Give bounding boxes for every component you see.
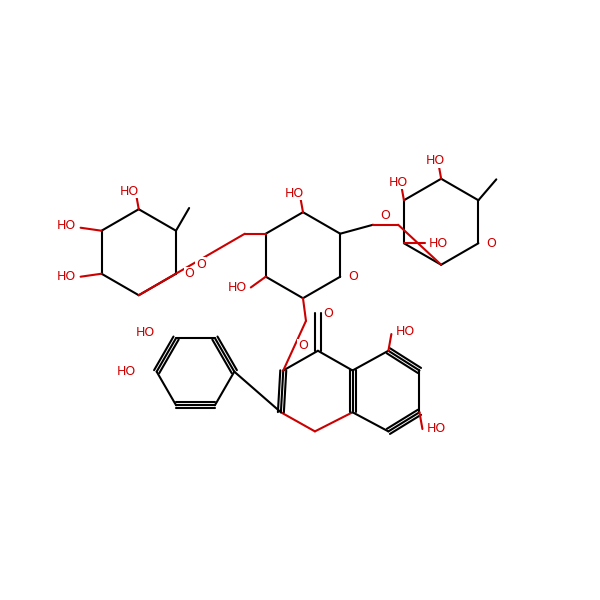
- Text: HO: HO: [57, 270, 76, 283]
- Text: O: O: [184, 267, 194, 280]
- Text: O: O: [324, 307, 334, 320]
- Text: HO: HO: [395, 325, 415, 338]
- Text: HO: HO: [425, 154, 445, 167]
- Text: HO: HO: [427, 422, 446, 436]
- Text: HO: HO: [120, 185, 139, 198]
- Text: O: O: [487, 237, 496, 250]
- Text: O: O: [349, 270, 358, 283]
- Text: HO: HO: [284, 187, 304, 200]
- Text: HO: HO: [429, 237, 448, 250]
- Text: O: O: [298, 339, 308, 352]
- Text: HO: HO: [57, 220, 76, 232]
- Text: HO: HO: [116, 365, 136, 378]
- Text: O: O: [380, 209, 391, 222]
- Text: HO: HO: [227, 281, 247, 294]
- Text: HO: HO: [136, 326, 155, 338]
- Text: HO: HO: [388, 176, 407, 189]
- Text: O: O: [196, 258, 206, 271]
